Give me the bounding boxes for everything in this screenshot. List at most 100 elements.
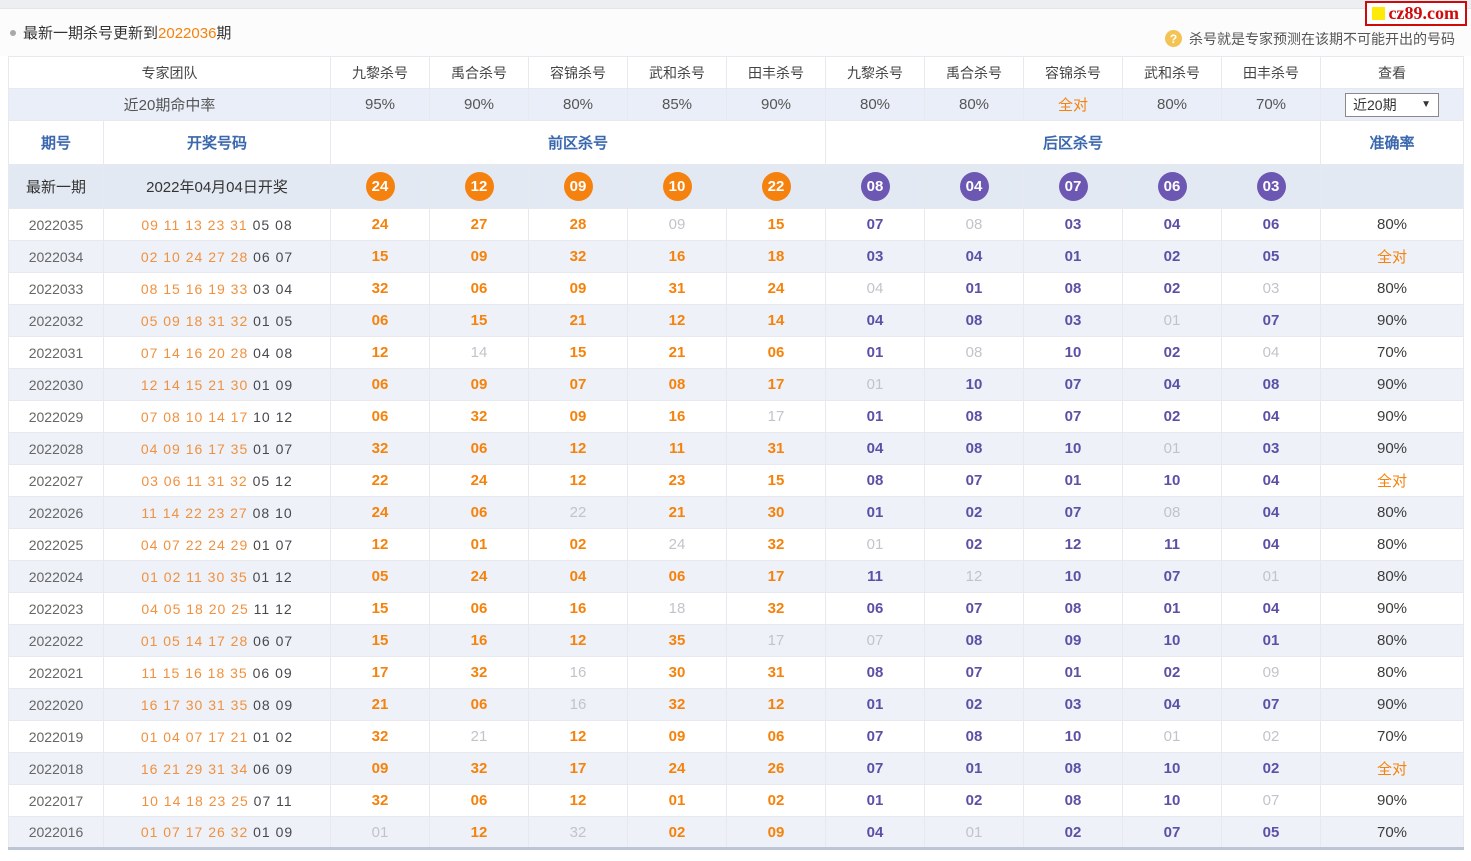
front-kill-cell: 21 [627, 336, 727, 369]
draw-numbers-cell: 11 15 16 18 35 06 09 [103, 656, 331, 689]
rows-body: 最新一期 2022年04月04日开奖 24 12 09 10 22 08 04 07 06 03 … [8, 164, 1464, 849]
front-kill-cell: 32 [330, 784, 430, 817]
front-draw-numbers: 16 21 29 31 34 [140, 760, 249, 777]
back-draw-numbers: 05 12 [252, 472, 293, 489]
back-kill-cell: 02 [1122, 272, 1222, 305]
help-icon[interactable]: ? [1165, 30, 1182, 47]
back-kill-cell: 07 [1221, 304, 1321, 337]
front-draw-numbers: 07 08 10 14 17 [140, 408, 249, 425]
latest-front-ball-cell: 10 [627, 164, 727, 209]
back-kill-cell: 10 [1122, 752, 1222, 785]
back-kill-cell: 07 [1221, 688, 1321, 721]
table-row: 2022026 11 14 22 23 27 08 10 24 06 22 21 30 01 0… [8, 496, 1464, 529]
back-kill-ball: 04 [959, 172, 989, 201]
back-kill-cell: 04 [825, 816, 925, 849]
back-kill-cell: 03 [1023, 304, 1123, 337]
latest-back-ball-cell: 07 [1023, 164, 1123, 209]
expert-header-front: 武和杀号 [627, 56, 727, 89]
back-draw-numbers: 06 07 [253, 632, 294, 649]
draw-numbers-cell: 08 15 16 19 33 03 04 [103, 272, 331, 305]
front-kill-cell: 17 [528, 752, 628, 785]
issue-cell: 2022019 [8, 720, 104, 753]
front-kill-cell: 06 [726, 720, 826, 753]
back-kill-cell: 04 [1122, 208, 1222, 241]
front-kill-cell: 17 [726, 624, 826, 657]
accuracy-cell: 80% [1320, 272, 1464, 305]
back-draw-numbers: 01 05 [253, 312, 294, 329]
front-kill-cell: 09 [528, 400, 628, 433]
site-logo[interactable]: cz89.com [1364, 1, 1467, 26]
back-kill-cell: 01 [825, 400, 925, 433]
issue-cell: 2022025 [8, 528, 104, 561]
back-kill-ball: 08 [860, 172, 890, 201]
back-draw-numbers: 05 08 [252, 216, 293, 233]
back-kill-cell: 02 [1221, 720, 1321, 753]
back-draw-numbers: 01 02 [253, 728, 294, 745]
back-draw-numbers: 03 04 [253, 280, 294, 297]
back-kill-cell: 09 [1023, 624, 1123, 657]
back-kill-cell: 07 [1122, 816, 1222, 849]
hit-rate-value: 70% [1221, 88, 1321, 121]
draw-numbers-cell: 16 17 30 31 35 08 09 [103, 688, 331, 721]
back-kill-ball: 03 [1256, 172, 1286, 201]
latest-accuracy-cell [1320, 164, 1464, 209]
back-kill-cell: 05 [1221, 816, 1321, 849]
top-bar: 最新一期杀号更新到2022036期 ? 杀号就是专家预测在该期不可能开出的号码 [0, 9, 1471, 56]
issue-cell: 2022034 [8, 240, 104, 273]
front-draw-numbers: 08 15 16 19 33 [140, 280, 249, 297]
back-kill-cell: 07 [1023, 400, 1123, 433]
front-kill-cell: 11 [627, 432, 727, 465]
front-kill-cell: 16 [528, 688, 628, 721]
kill-number-hint: ? 杀号就是专家预测在该期不可能开出的号码 [1165, 29, 1455, 49]
back-kill-cell: 07 [825, 624, 925, 657]
front-kill-cell: 30 [726, 496, 826, 529]
front-kill-cell: 31 [726, 432, 826, 465]
back-kill-cell: 07 [1122, 560, 1222, 593]
front-draw-numbers: 05 09 18 31 32 [140, 312, 249, 329]
front-kill-cell: 16 [627, 400, 727, 433]
front-kill-cell: 12 [528, 720, 628, 753]
accuracy-cell: 70% [1320, 336, 1464, 369]
back-kill-cell: 01 [924, 816, 1024, 849]
issue-cell: 2022020 [8, 688, 104, 721]
period-dropdown-value: 近20期 [1353, 96, 1397, 113]
table-row: 2022031 07 14 16 20 28 04 08 12 14 15 21 06 01 0… [8, 336, 1464, 369]
experts-row: 专家团队 九黎杀号 禹合杀号 容锦杀号 武和杀号 田丰杀号 九黎杀号 禹合杀号 容锦杀号 武和杀… [8, 56, 1464, 89]
front-kill-cell: 24 [429, 560, 529, 593]
expert-header-back: 田丰杀号 [1221, 56, 1321, 89]
latest-draw-date: 2022年04月04日开奖 [103, 164, 331, 209]
draw-numbers-cell: 01 04 07 17 21 01 02 [103, 720, 331, 753]
issue-cell: 2022035 [8, 208, 104, 241]
accuracy-cell: 90% [1320, 688, 1464, 721]
front-kill-cell: 06 [429, 592, 529, 625]
front-kill-cell: 09 [627, 208, 727, 241]
front-kill-cell: 30 [627, 656, 727, 689]
front-kill-cell: 32 [429, 656, 529, 689]
table-row: 2022027 03 06 11 31 32 05 12 22 24 12 23 15 08 0… [8, 464, 1464, 497]
back-kill-cell: 03 [1221, 432, 1321, 465]
table-row: 2022023 04 05 18 20 25 11 12 15 06 16 18 32 06 0… [8, 592, 1464, 625]
front-kill-cell: 02 [627, 816, 727, 849]
table-row: 2022022 01 05 14 17 28 06 07 15 16 12 35 17 07 0… [8, 624, 1464, 657]
back-kill-cell: 04 [1221, 592, 1321, 625]
accuracy-cell: 70% [1320, 720, 1464, 753]
front-draw-numbers: 04 07 22 24 29 [140, 536, 249, 553]
front-kill-cell: 32 [726, 528, 826, 561]
back-kill-cell: 08 [1023, 592, 1123, 625]
front-kill-cell: 05 [330, 560, 430, 593]
front-draw-numbers: 04 05 18 20 25 [141, 600, 249, 617]
table-row: 2022032 05 09 18 31 32 01 05 06 15 21 12 14 04 0… [8, 304, 1464, 337]
table-row: 2022030 12 14 15 21 30 01 09 06 09 07 08 17 01 1… [8, 368, 1464, 401]
period-dropdown[interactable]: 近20期 ▼ [1345, 92, 1439, 117]
back-draw-numbers: 06 07 [253, 248, 294, 265]
front-kill-cell: 02 [726, 784, 826, 817]
front-kill-cell: 12 [330, 336, 430, 369]
front-kill-cell: 08 [627, 368, 727, 401]
latest-back-ball-cell: 06 [1122, 164, 1222, 209]
front-kill-cell: 06 [330, 304, 430, 337]
rate-label: 近20期命中率 [8, 88, 331, 121]
front-kill-cell: 22 [330, 464, 430, 497]
back-kill-cell: 03 [825, 240, 925, 273]
front-kill-cell: 01 [429, 528, 529, 561]
table-row: 2022034 02 10 24 27 28 06 07 15 09 32 16 18 03 0… [8, 240, 1464, 273]
